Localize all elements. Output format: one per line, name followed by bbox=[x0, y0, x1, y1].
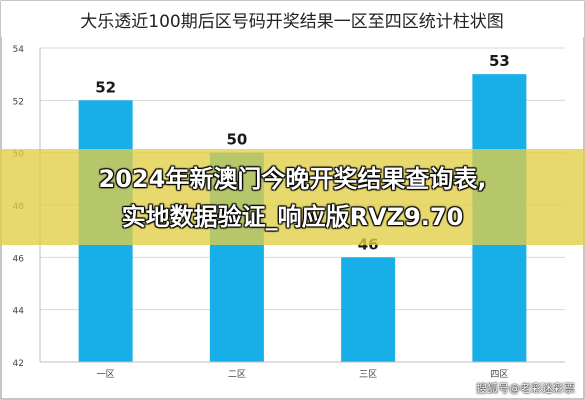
source-watermark: 搜狐号@老彩迷彩票 bbox=[476, 382, 575, 395]
chart-title: 大乐透近100期后区号码开奖结果一区至四区统计柱状图 bbox=[80, 12, 503, 32]
x-tick-label: 一区 bbox=[97, 369, 115, 380]
data-label: 53 bbox=[489, 52, 510, 70]
y-tick-label: 44 bbox=[13, 307, 25, 317]
data-labels: 52504653 bbox=[95, 52, 510, 253]
promo-banner bbox=[0, 149, 585, 245]
y-tick-label: 46 bbox=[13, 254, 25, 264]
x-axis-ticks: 一区 二区 三区 四区 bbox=[97, 369, 509, 380]
data-label: 52 bbox=[95, 78, 116, 96]
y-tick-label: 54 bbox=[13, 45, 25, 55]
title-area bbox=[1, 1, 584, 37]
promo-text: 2024年新澳门今晚开奖结果查询表, 实地数据验证_响应版RVZ9.70 bbox=[0, 160, 585, 236]
data-label: 50 bbox=[226, 131, 247, 149]
promo-line-2: 实地数据验证_响应版RVZ9.70 bbox=[121, 203, 464, 231]
x-tick-label: 三区 bbox=[359, 369, 377, 380]
x-tick-label: 二区 bbox=[228, 369, 246, 380]
y-tick-label: 42 bbox=[13, 359, 24, 369]
promo-line-1: 2024年新澳门今晚开奖结果查询表, bbox=[98, 165, 487, 193]
y-tick-label: 52 bbox=[13, 97, 24, 107]
bar-3 bbox=[341, 257, 396, 362]
x-tick-label: 四区 bbox=[490, 369, 508, 380]
